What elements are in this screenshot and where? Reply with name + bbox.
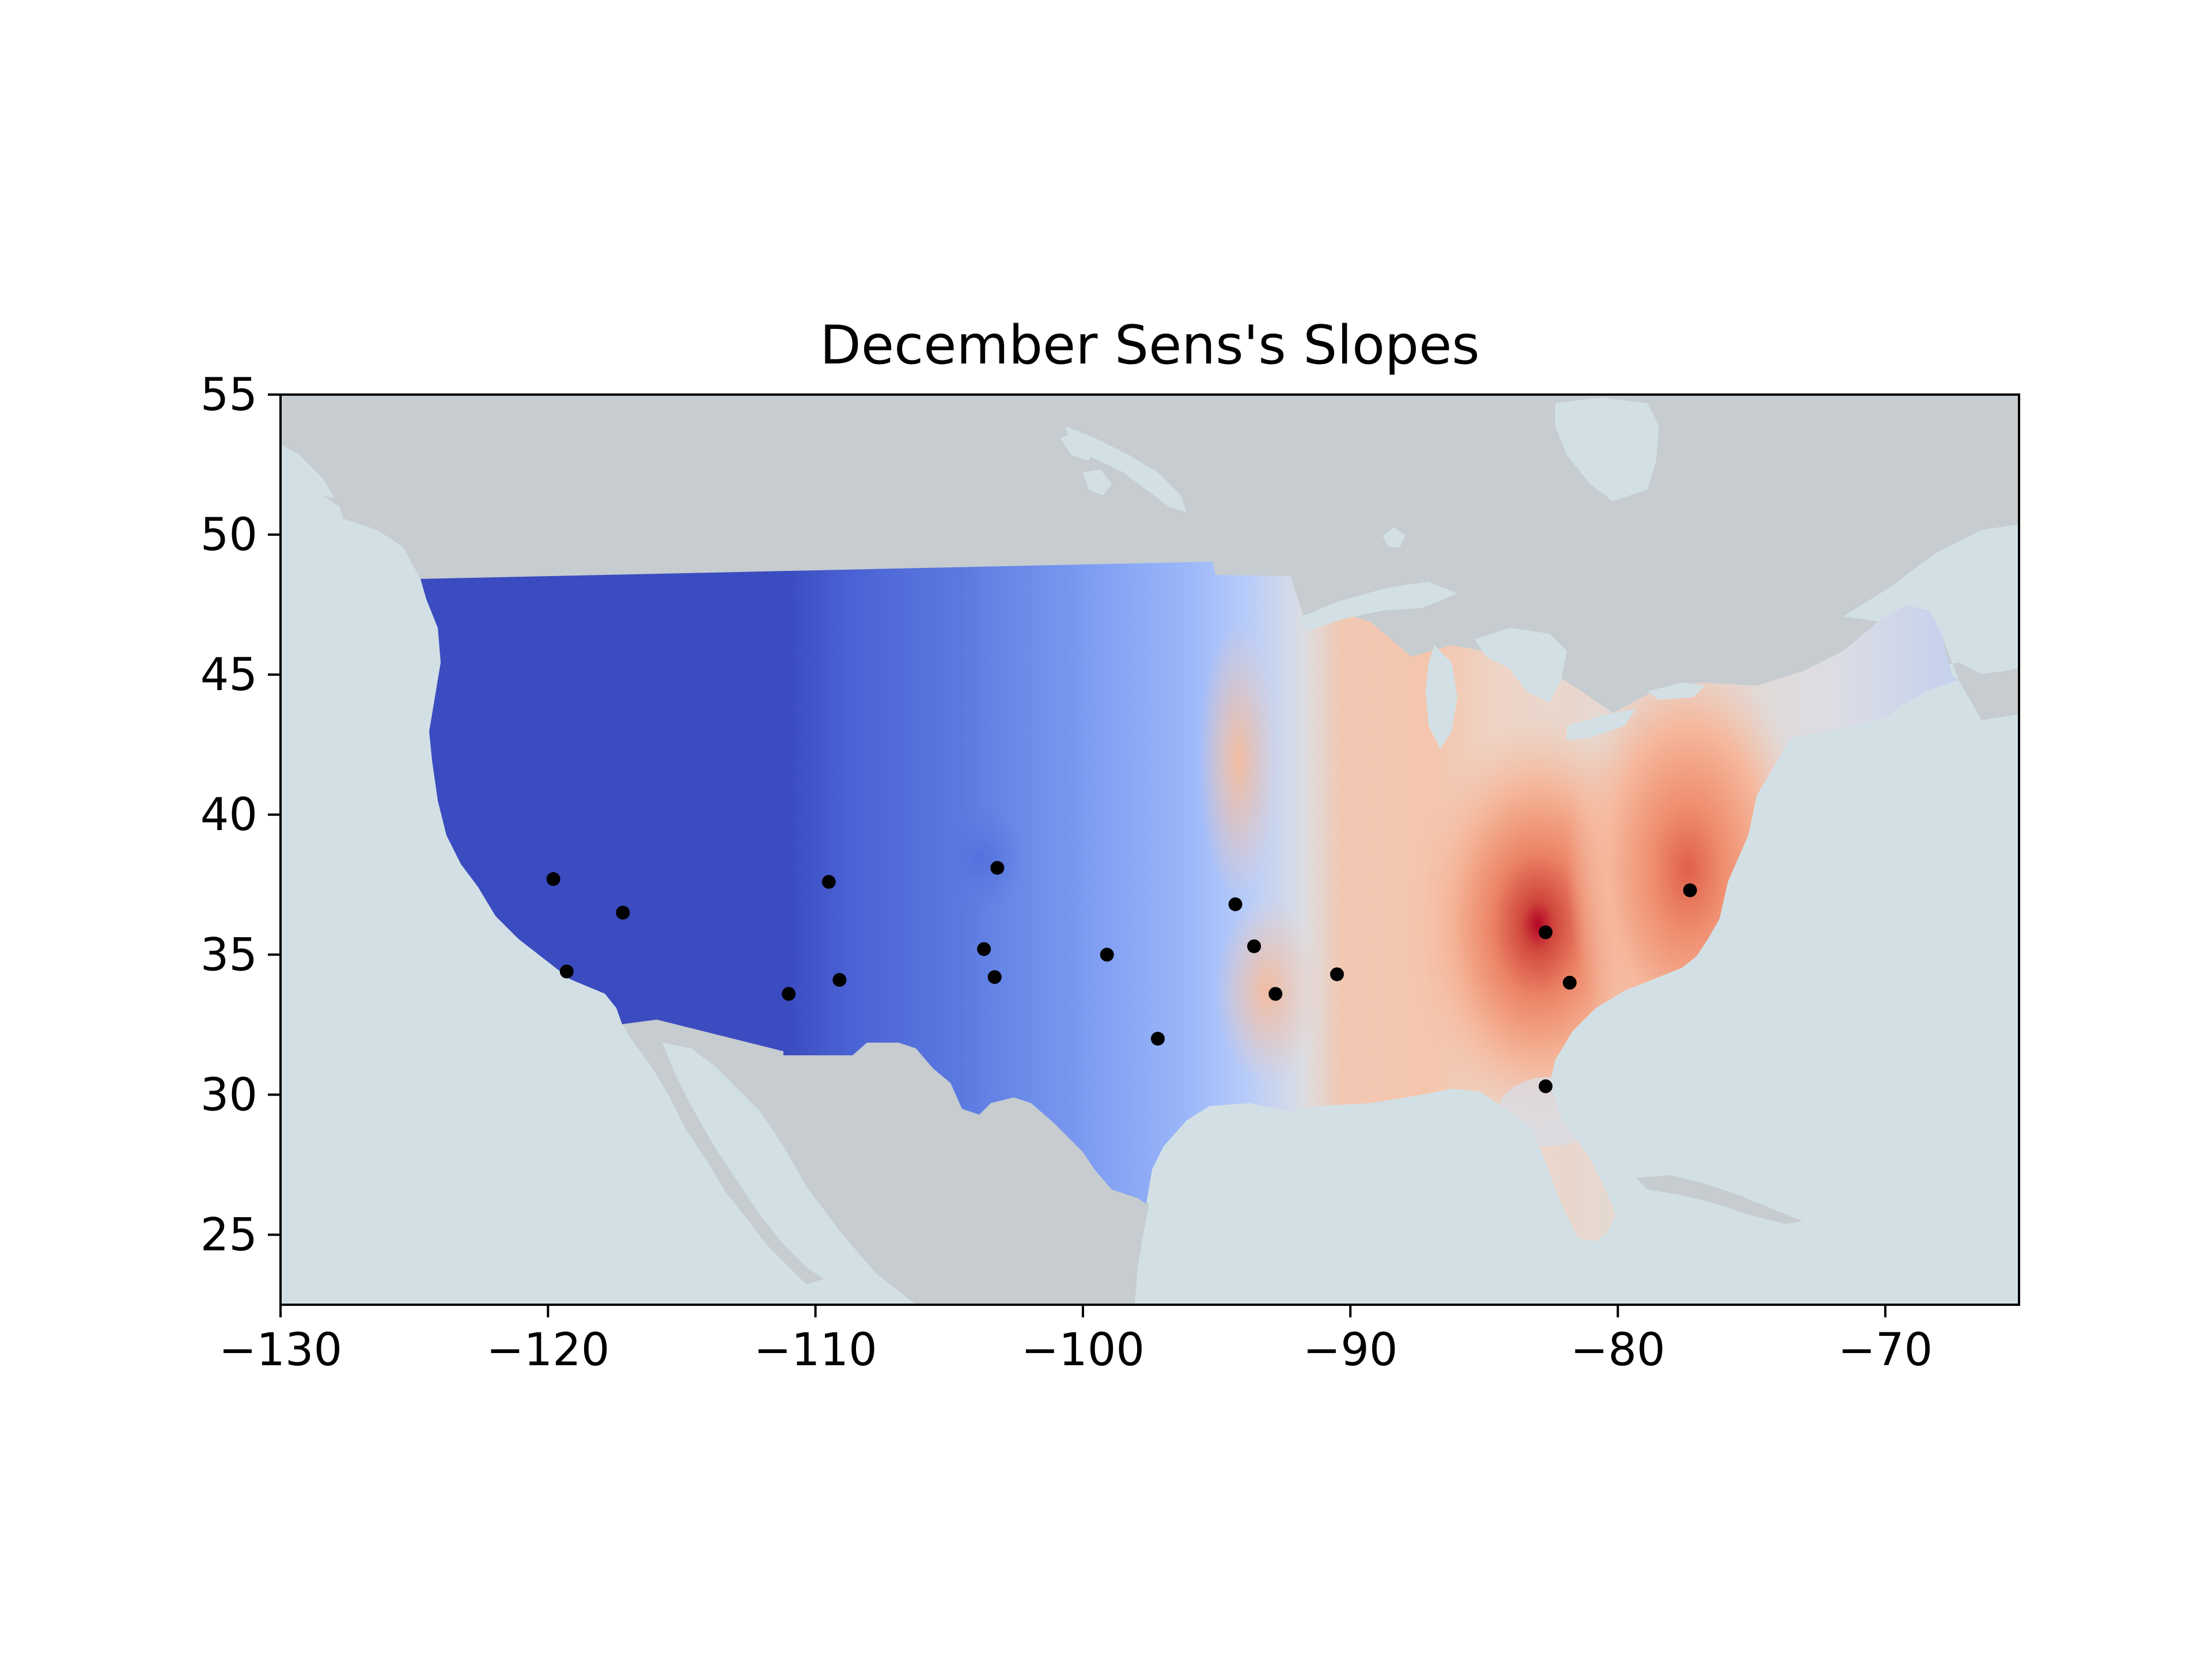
station-point	[616, 906, 630, 920]
station-point	[559, 964, 574, 979]
station-point	[977, 942, 991, 956]
x-tick-label: −120	[486, 1324, 609, 1376]
station-point	[782, 987, 796, 1001]
station-point	[821, 874, 836, 889]
st-lawrence	[1843, 524, 2019, 622]
x-tick-label: −80	[1570, 1324, 1665, 1376]
station-point	[1539, 925, 1553, 940]
station-point	[1228, 897, 1243, 911]
station-point	[1247, 939, 1262, 953]
canadian-lakes	[1060, 432, 1406, 547]
axes-frame	[279, 393, 2020, 1306]
station-point	[1150, 1032, 1165, 1046]
station-point	[1100, 948, 1114, 962]
lake-winnipeg	[1066, 426, 1187, 513]
y-tick-label: 50	[200, 509, 257, 561]
station-point	[1562, 975, 1577, 990]
y-tick-label: 30	[200, 1069, 257, 1121]
station-point	[1683, 883, 1697, 897]
y-tick-label: 25	[200, 1209, 257, 1261]
x-tick-label: −100	[1021, 1324, 1145, 1376]
x-tick-label: −130	[219, 1324, 342, 1376]
y-tick-label: 55	[200, 369, 257, 421]
station-point	[832, 973, 847, 987]
station-markers	[546, 861, 1697, 1093]
station-point	[1330, 967, 1344, 982]
station-point	[546, 872, 560, 887]
y-axis: 25 30 35 40 45 50 55	[200, 369, 281, 1261]
y-tick-label: 45	[200, 649, 257, 701]
x-tick-label: −90	[1303, 1324, 1398, 1376]
mexico-land	[622, 1020, 1149, 1305]
x-tick-label: −110	[753, 1324, 877, 1376]
map-area	[281, 395, 2019, 1305]
cuba-land	[1636, 1175, 1803, 1224]
station-point	[1539, 1079, 1553, 1093]
great-lakes	[1296, 582, 1705, 749]
x-axis: −130 −120 −110 −100 −90 −80 −70	[219, 1305, 1933, 1376]
chart-title: December Sens's Slopes	[820, 314, 1480, 376]
station-point	[1268, 987, 1283, 1001]
y-tick-label: 35	[200, 929, 257, 981]
station-point	[987, 970, 1002, 984]
y-tick-label: 40	[200, 789, 257, 841]
hudson-bay	[1555, 397, 1659, 501]
station-point	[990, 861, 1005, 875]
x-tick-label: −70	[1838, 1324, 1933, 1376]
